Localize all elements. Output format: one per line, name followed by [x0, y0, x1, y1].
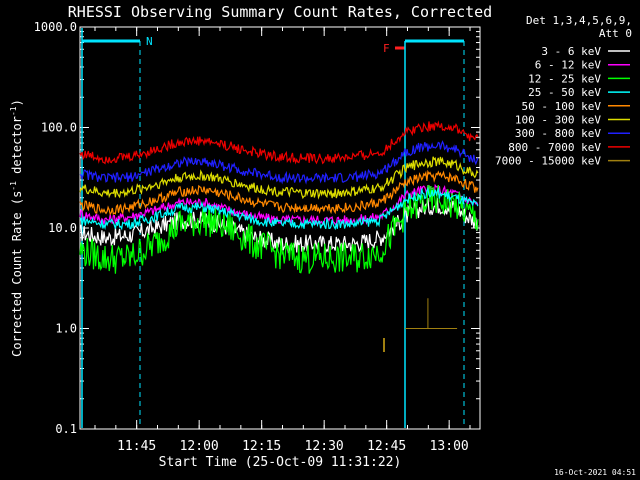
legend-label: 800 - 7000 keV: [508, 141, 601, 154]
series-line: [79, 184, 479, 274]
x-tick-label: 11:45: [117, 439, 156, 454]
series-line: [79, 197, 479, 254]
series-lines: [79, 120, 479, 329]
y-tick-label: 0.1: [55, 422, 77, 436]
axis-ticks: [80, 26, 480, 430]
legend-label: 6 - 12 keV: [535, 59, 602, 72]
series-line: [79, 183, 479, 226]
x-tick-label: 13:00: [430, 439, 469, 454]
chart-title: RHESSI Observing Summary Count Rates, Co…: [68, 3, 492, 21]
legend-header-1: Det 1,3,4,5,6,9,: [526, 14, 632, 27]
series-line: [79, 120, 479, 165]
legend-label: 50 - 100 keV: [522, 100, 602, 113]
series-line: [79, 156, 479, 200]
flare-flag-label: F: [383, 42, 390, 55]
y-axis-label-sup1: -1: [9, 181, 18, 191]
y-axis-label-part2: detector: [10, 116, 24, 181]
x-tick-label: 12:45: [367, 439, 406, 454]
timestamp: 16-Oct-2021 04:51: [554, 468, 636, 477]
observing-flags: N F: [81, 28, 465, 428]
series-line: [79, 186, 479, 231]
legend-label: 300 - 800 keV: [515, 127, 601, 140]
legend-label: 12 - 25 keV: [528, 72, 601, 85]
y-tick-label: 100.0: [41, 121, 77, 135]
series-line: [79, 140, 479, 185]
y-tick-labels: 1000.0 100.0 10.0 1.0 0.1: [34, 20, 77, 436]
y-tick-label: 1000.0: [34, 20, 77, 34]
y-axis-label: Corrected Count Rate (s-1 detector-1): [9, 99, 24, 357]
y-tick-label: 10.0: [48, 221, 77, 235]
legend-label: 7000 - 15000 keV: [495, 155, 601, 168]
y-axis-label-part1: Corrected Count Rate (s: [10, 191, 24, 357]
x-tick-label: 12:30: [305, 439, 344, 454]
night-flag-label: N: [146, 35, 153, 48]
x-tick-label: 12:15: [242, 439, 281, 454]
x-axis-label: Start Time (25-Oct-09 11:31:22): [159, 455, 402, 470]
legend-label: 25 - 50 keV: [528, 86, 601, 99]
x-tick-labels: 11:45 12:00 12:15 12:30 12:45 13:00: [117, 439, 469, 454]
legend-header-2: Att 0: [599, 27, 632, 40]
x-tick-label: 12:00: [180, 439, 219, 454]
y-tick-label: 1.0: [55, 322, 77, 336]
legend-label: 3 - 6 keV: [541, 45, 601, 58]
y-axis-label-part3: ): [10, 99, 24, 106]
legend-label: 100 - 300 keV: [515, 114, 601, 127]
y-axis-label-sup2: -1: [9, 106, 18, 116]
series-line: [79, 169, 479, 216]
